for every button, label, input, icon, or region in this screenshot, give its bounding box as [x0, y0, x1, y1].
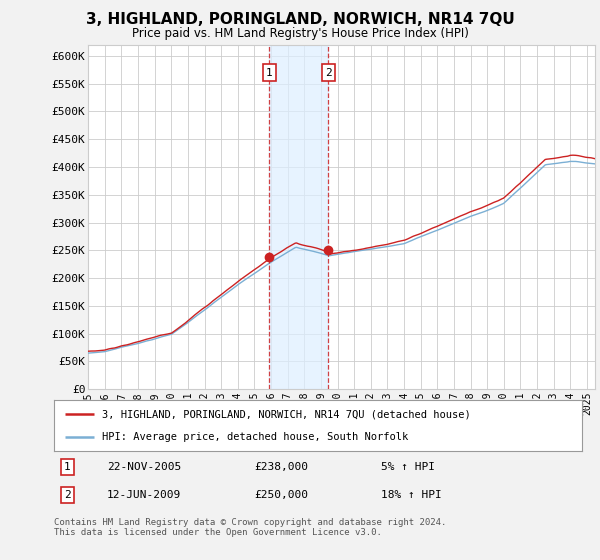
Text: £250,000: £250,000: [254, 490, 308, 500]
Text: 5% ↑ HPI: 5% ↑ HPI: [382, 462, 436, 472]
Text: 1: 1: [64, 462, 71, 472]
Bar: [269, 45, 328, 389]
Text: HPI: Average price, detached house, South Norfolk: HPI: Average price, detached house, Sout…: [101, 432, 408, 442]
Text: 12-JUN-2009: 12-JUN-2009: [107, 490, 181, 500]
Text: 18% ↑ HPI: 18% ↑ HPI: [382, 490, 442, 500]
Text: 2: 2: [325, 68, 332, 78]
Text: 22-NOV-2005: 22-NOV-2005: [107, 462, 181, 472]
Text: 3, HIGHLAND, PORINGLAND, NORWICH, NR14 7QU (detached house): 3, HIGHLAND, PORINGLAND, NORWICH, NR14 7…: [101, 409, 470, 419]
Text: Price paid vs. HM Land Registry's House Price Index (HPI): Price paid vs. HM Land Registry's House …: [131, 27, 469, 40]
Text: Contains HM Land Registry data © Crown copyright and database right 2024.
This d: Contains HM Land Registry data © Crown c…: [54, 518, 446, 538]
Text: 1: 1: [266, 68, 272, 78]
Text: 3, HIGHLAND, PORINGLAND, NORWICH, NR14 7QU: 3, HIGHLAND, PORINGLAND, NORWICH, NR14 7…: [86, 12, 514, 27]
Text: 2: 2: [64, 490, 71, 500]
Text: £238,000: £238,000: [254, 462, 308, 472]
